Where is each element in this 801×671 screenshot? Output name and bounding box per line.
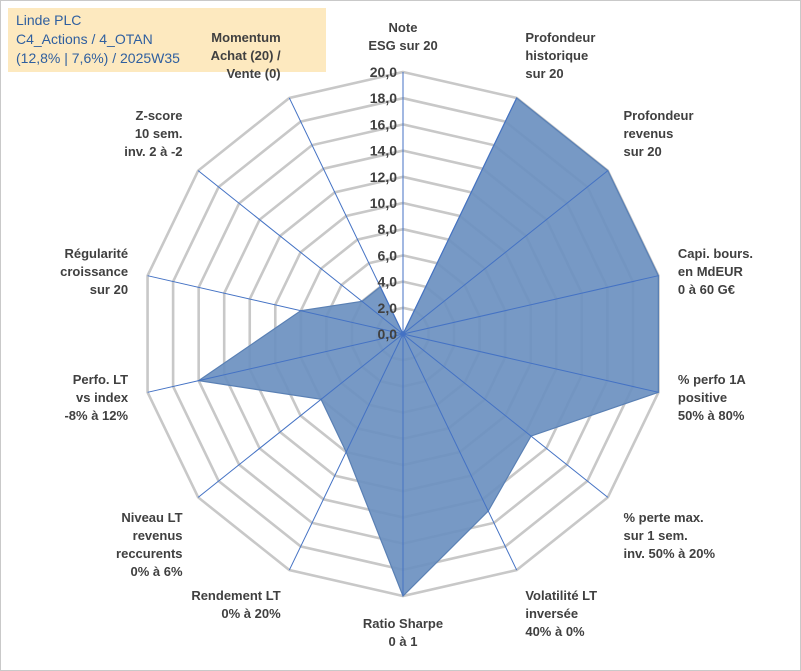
spoke-1 (402, 97, 518, 335)
axis-label-13: Momentum Achat (20) / Vente (0) (211, 30, 281, 81)
axis-label-8: Rendement LT 0% à 20% (191, 588, 281, 621)
axis-label-11: Régularité croissance sur 20 (60, 246, 128, 297)
spoke-11 (147, 275, 404, 335)
axis-label-6: Volatilité LT inversée 40% à 0% (525, 588, 597, 639)
tick-label-9: 18,0 (370, 90, 397, 106)
title-line-company: Linde PLC (16, 12, 82, 28)
axis-label-12: Z-score 10 sem. inv. 2 à -2 (124, 108, 182, 159)
title-line-stats: (12,8% | 7,6%) / 2025W35 (16, 50, 180, 66)
spoke-12 (197, 170, 404, 335)
spoke-6 (402, 333, 518, 571)
spoke-9 (197, 333, 404, 498)
axis-label-5: % perte max. sur 1 sem. inv. 50% à 20% (623, 510, 715, 561)
spoke-2 (402, 170, 609, 335)
tick-label-5: 10,0 (370, 195, 397, 211)
spoke-13 (288, 97, 404, 335)
spoke-10 (147, 333, 404, 393)
tick-label-0: 0,0 (378, 326, 398, 342)
tick-label-2: 4,0 (378, 274, 398, 290)
tick-label-4: 8,0 (378, 221, 398, 237)
axis-label-7: Ratio Sharpe 0 à 1 (363, 616, 443, 649)
tick-label-1: 2,0 (378, 300, 398, 316)
axis-label-10: Perfo. LT vs index -8% à 12% (64, 372, 128, 423)
axis-label-4: % perfo 1A positive 50% à 80% (678, 372, 747, 423)
chart-title-box: Linde PLC C4_Actions / 4_OTAN (12,8% | 7… (8, 8, 326, 72)
title-line-category: C4_Actions / 4_OTAN (16, 31, 153, 47)
spoke-3 (402, 275, 659, 335)
axis-label-0: Note ESG sur 20 (368, 20, 437, 53)
tick-label-7: 14,0 (370, 143, 397, 159)
axis-label-2: Profondeur revenus sur 20 (623, 108, 693, 159)
axis-label-1: Profondeur historique sur 20 (525, 30, 595, 81)
spoke-4 (402, 333, 659, 393)
tick-label-10: 20,0 (370, 64, 397, 80)
axis-label-9: Niveau LT revenus reccurents 0% à 6% (116, 510, 183, 579)
spoke-5 (402, 333, 609, 498)
tick-label-6: 12,0 (370, 169, 397, 185)
tick-label-3: 6,0 (378, 247, 398, 263)
axis-label-3: Capi. bours. en MdEUR 0 à 60 G€ (678, 246, 753, 297)
tick-label-8: 16,0 (370, 116, 397, 132)
